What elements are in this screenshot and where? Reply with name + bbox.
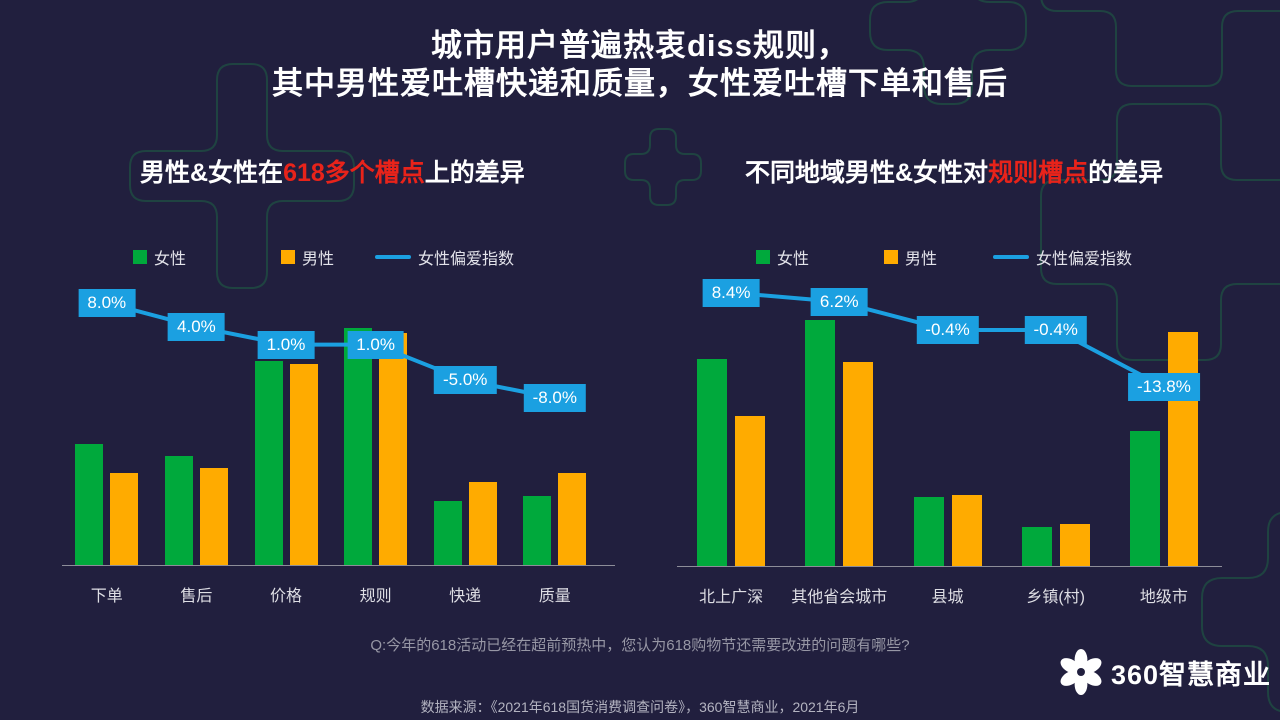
female-bar [164, 455, 193, 565]
left-chart-title-pre: 男性&女性在 [140, 159, 284, 187]
male-bar [379, 332, 408, 565]
point-label: 8.4% [702, 278, 760, 307]
flower-center-hole [1077, 668, 1085, 676]
legend-item-left: 男性 [281, 245, 334, 269]
left-chart-title-highlight: 618多个槽点 [283, 159, 425, 187]
brand-logo: 360智慧商业 [1058, 649, 1271, 695]
category-label: 质量 [538, 588, 571, 605]
category-label: 价格 [269, 588, 303, 605]
right-chart-title-highlight: 规则槽点 [988, 159, 1089, 187]
point-label: 1.0% [257, 330, 315, 359]
legend-label: 男性 [302, 251, 335, 268]
point-label: -0.4% [1024, 316, 1087, 344]
line-legend-swatch [375, 255, 411, 259]
point-label: -0.4% [916, 316, 979, 344]
page-title: 城市用户普遍热衷diss规则， 其中男性爱吐槽快递和质量，女性爱吐槽下单和售后 [0, 27, 1280, 103]
point-label: 8.0% [78, 288, 136, 317]
female-bar [1021, 526, 1052, 566]
legend-item-right: 女性 [756, 245, 809, 269]
x-axis-line-right [677, 566, 1222, 567]
category-label: 规则 [359, 588, 392, 605]
right-chart-title-pre: 不同地域男性&女性对 [745, 159, 989, 187]
survey-question-text: Q:今年的618活动已经在超前预热中，您认为618购物节还需要改进的问题有哪些? [370, 637, 910, 654]
male-bar [468, 482, 497, 565]
male-legend-swatch [884, 250, 898, 264]
female-bar [254, 361, 283, 565]
female-bar [697, 359, 728, 566]
female-bar [805, 320, 836, 566]
legend-item-left: 女性偏爱指数 [375, 245, 514, 269]
female-bar [1129, 430, 1160, 566]
point-label: 1.0% [347, 330, 404, 359]
legend-label: 女性偏爱指数 [418, 251, 515, 268]
category-label: 快递 [449, 588, 482, 605]
male-bar [289, 363, 318, 565]
female-legend-swatch [133, 250, 147, 264]
point-label: -5.0% [433, 366, 497, 395]
legend-label: 女性 [154, 251, 187, 268]
male-bar [199, 467, 228, 565]
point-label: -8.0% [523, 384, 587, 413]
legend-label: 男性 [905, 251, 938, 268]
plus-outline [624, 128, 702, 206]
male-bar [735, 415, 766, 566]
category-label: 地级市 [1139, 589, 1188, 606]
category-label: 乡镇(村) [1026, 589, 1086, 606]
line-legend-swatch [993, 255, 1029, 259]
legend-item-right: 女性偏爱指数 [993, 245, 1132, 269]
legend-label: 女性 [777, 251, 810, 268]
male-legend-swatch [281, 250, 295, 264]
legend-label: 女性偏爱指数 [1036, 251, 1133, 268]
male-bar [110, 472, 139, 565]
x-axis-line-left [62, 565, 615, 566]
point-label: 4.0% [168, 312, 225, 341]
male-bar [1167, 332, 1198, 566]
male-bar [558, 472, 587, 565]
category-label: 其他省会城市 [791, 589, 888, 606]
left-chart-title-post: 上的差异 [424, 159, 525, 187]
title-line-2: 其中男性爱吐槽快递和质量，女性爱吐槽下单和售后 [272, 66, 1008, 101]
point-label: -13.8% [1127, 372, 1200, 401]
360-flower-icon [1060, 649, 1102, 695]
left-chart-title: 男性&女性在618多个槽点上的差异 [140, 153, 525, 189]
female-bar [344, 328, 373, 565]
right-chart-title-post: 的差异 [1088, 159, 1164, 187]
male-bar [951, 494, 982, 566]
female-bar [913, 497, 944, 566]
female-bar [523, 496, 552, 565]
female-bar [433, 501, 462, 565]
category-label: 售后 [180, 588, 213, 605]
male-bar [1059, 524, 1090, 566]
right-chart-title: 不同地域男性&女性对规则槽点的差异 [745, 153, 1163, 189]
category-label: 北上广深 [699, 589, 764, 606]
point-label: 6.2% [810, 287, 868, 316]
legend-item-left: 女性 [133, 245, 186, 269]
data-source-text: 数据来源：《2021年618国货消费调查问卷》，360智慧商业，2021年6月 [420, 699, 860, 715]
male-bar [843, 361, 874, 566]
female-legend-swatch [756, 250, 770, 264]
brand-logo-text: 360智慧商业 [1111, 659, 1272, 690]
category-label: 县城 [931, 589, 964, 606]
legend-item-right: 男性 [884, 245, 937, 269]
female-bar [75, 444, 104, 565]
category-label: 下单 [90, 588, 123, 605]
title-line-1: 城市用户普遍热衷diss规则， [430, 28, 850, 63]
